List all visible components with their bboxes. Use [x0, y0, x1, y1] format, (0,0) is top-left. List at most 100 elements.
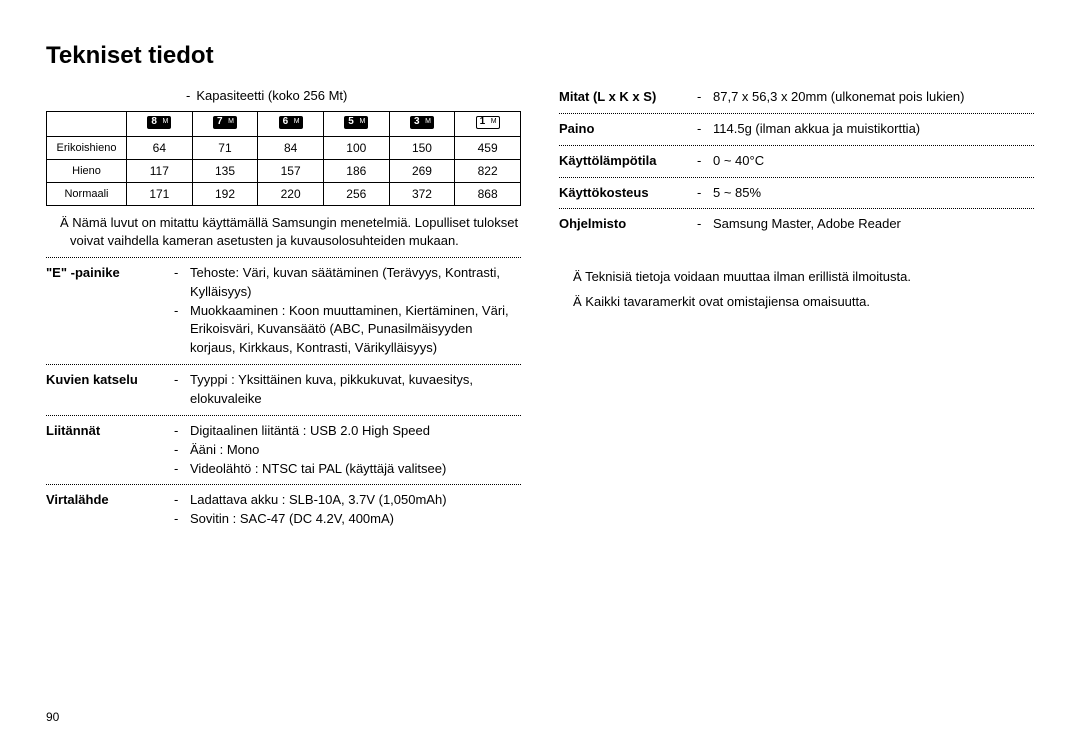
spec-sep: -	[697, 215, 713, 234]
footnote-text: Kaikki tavaramerkit ovat omistajiensa om…	[585, 294, 870, 309]
res-icon	[410, 116, 434, 129]
spec-values: -Digitaalinen liitäntä : USB 2.0 High Sp…	[174, 422, 521, 479]
cell: 171	[127, 183, 193, 206]
table-header-1m	[455, 112, 521, 137]
table-header-3m	[389, 112, 455, 137]
cell: 150	[389, 137, 455, 160]
table-row: Normaali 171 192 220 256 372 868	[47, 183, 521, 206]
spec-sep: -	[697, 184, 713, 203]
spec-value: Samsung Master, Adobe Reader	[713, 215, 1034, 234]
spec-label: Mitat (L x K x S)	[559, 88, 697, 107]
spec-row-dim: Mitat (L x K x S) - 87,7 x 56,3 x 20mm (…	[559, 88, 1034, 107]
measurement-note-text: Nämä luvut on mitattu käyttämällä Samsun…	[70, 215, 518, 248]
spec-values: -Tyyppi : Yksittäinen kuva, pikkukuvat, …	[174, 371, 521, 409]
spec-value-text: Tehoste: Väri, kuvan säätäminen (Terävyy…	[190, 264, 521, 302]
spec-value-text: Tyyppi : Yksittäinen kuva, pikkukuvat, k…	[190, 371, 521, 409]
cell: 71	[192, 137, 258, 160]
spec-label: Käyttölämpötila	[559, 152, 697, 171]
footnote-1: Ä Teknisiä tietoja voidaan muuttaa ilman…	[565, 268, 1034, 286]
spec-row-power: Virtalähde -Ladattava akku : SLB-10A, 3.…	[46, 491, 521, 529]
measurement-note: Ä Nämä luvut on mitattu käyttämällä Sams…	[52, 214, 521, 251]
spec-value-text: Digitaalinen liitäntä : USB 2.0 High Spe…	[190, 422, 521, 441]
table-header-row	[47, 112, 521, 137]
table-header-8m	[127, 112, 193, 137]
spec-sep: -	[697, 152, 713, 171]
table-header-6m	[258, 112, 324, 137]
spec-label: Käyttökosteus	[559, 184, 697, 203]
divider	[559, 177, 1034, 178]
divider	[46, 484, 521, 485]
spec-value-text: Videolähtö : NTSC tai PAL (käyttäjä vali…	[190, 460, 521, 479]
spec-sep: -	[697, 120, 713, 139]
divider	[559, 145, 1034, 146]
cell: 135	[192, 160, 258, 183]
spec-label: Virtalähde	[46, 491, 174, 529]
spec-value: 5 ~ 85%	[713, 184, 1034, 203]
cell: 84	[258, 137, 324, 160]
divider	[46, 364, 521, 365]
cell: 372	[389, 183, 455, 206]
spec-sep: -	[697, 88, 713, 107]
spec-label: Kuvien katselu	[46, 371, 174, 409]
spec-label: Liitännät	[46, 422, 174, 479]
row-label: Hieno	[47, 160, 127, 183]
spec-row-temp: Käyttölämpötila - 0 ~ 40°C	[559, 152, 1034, 171]
res-icon	[213, 116, 237, 129]
spec-value: 87,7 x 56,3 x 20mm (ulkonemat pois lukie…	[713, 88, 1034, 107]
spec-value: 0 ~ 40°C	[713, 152, 1034, 171]
spec-row-e: "E" -painike -Tehoste: Väri, kuvan säätä…	[46, 264, 521, 358]
cell: 822	[455, 160, 521, 183]
capacity-table: Erikoishieno 64 71 84 100 150 459 Hieno …	[46, 111, 521, 206]
row-label: Normaali	[47, 183, 127, 206]
spec-value-text: Muokkaaminen : Koon muuttaminen, Kiertäm…	[190, 302, 521, 359]
spec-row-humid: Käyttökosteus - 5 ~ 85%	[559, 184, 1034, 203]
footnote-2: Ä Kaikki tavaramerkit ovat omistajiensa …	[565, 293, 1034, 311]
cell: 117	[127, 160, 193, 183]
res-icon	[344, 116, 368, 129]
right-column: Mitat (L x K x S) - 87,7 x 56,3 x 20mm (…	[559, 88, 1034, 531]
footnote-text: Teknisiä tietoja voidaan muuttaa ilman e…	[585, 269, 911, 284]
res-icon	[279, 116, 303, 129]
spec-value-text: Ääni : Mono	[190, 441, 521, 460]
page-number: 90	[46, 710, 59, 724]
spec-label: "E" -painike	[46, 264, 174, 358]
spec-value-text: Sovitin : SAC-47 (DC 4.2V, 400mA)	[190, 510, 521, 529]
spec-row-software: Ohjelmisto - Samsung Master, Adobe Reade…	[559, 215, 1034, 234]
cell: 192	[192, 183, 258, 206]
table-header-7m	[192, 112, 258, 137]
cell: 186	[323, 160, 389, 183]
divider	[559, 208, 1034, 209]
spec-value-text: Ladattava akku : SLB-10A, 3.7V (1,050mAh…	[190, 491, 521, 510]
table-row: Erikoishieno 64 71 84 100 150 459	[47, 137, 521, 160]
cell: 157	[258, 160, 324, 183]
cell: 269	[389, 160, 455, 183]
capacity-caption-text: Kapasiteetti (koko 256 Mt)	[196, 88, 347, 103]
cell: 100	[323, 137, 389, 160]
columns: -Kapasiteetti (koko 256 Mt) Erikoishieno…	[46, 88, 1034, 531]
spec-label: Ohjelmisto	[559, 215, 697, 234]
capacity-caption: -Kapasiteetti (koko 256 Mt)	[46, 88, 521, 103]
spec-values: -Tehoste: Väri, kuvan säätäminen (Terävy…	[174, 264, 521, 358]
spec-row-weight: Paino - 114.5g (ilman akkua ja muistikor…	[559, 120, 1034, 139]
divider	[46, 415, 521, 416]
cell: 256	[323, 183, 389, 206]
table-header-5m	[323, 112, 389, 137]
spec-row-view: Kuvien katselu -Tyyppi : Yksittäinen kuv…	[46, 371, 521, 409]
spec-values: -Ladattava akku : SLB-10A, 3.7V (1,050mA…	[174, 491, 521, 529]
spec-row-ports: Liitännät -Digitaalinen liitäntä : USB 2…	[46, 422, 521, 479]
page-title: Tekniset tiedot	[46, 42, 1034, 70]
res-icon	[476, 116, 500, 129]
cell: 220	[258, 183, 324, 206]
table-row: Hieno 117 135 157 186 269 822	[47, 160, 521, 183]
res-icon	[147, 116, 171, 129]
cell: 64	[127, 137, 193, 160]
cell: 459	[455, 137, 521, 160]
spec-label: Paino	[559, 120, 697, 139]
row-label: Erikoishieno	[47, 137, 127, 160]
spec-value: 114.5g (ilman akkua ja muistikorttia)	[713, 120, 1034, 139]
divider	[559, 113, 1034, 114]
left-column: -Kapasiteetti (koko 256 Mt) Erikoishieno…	[46, 88, 521, 531]
table-header-blank	[47, 112, 127, 137]
cell: 868	[455, 183, 521, 206]
divider	[46, 257, 521, 258]
